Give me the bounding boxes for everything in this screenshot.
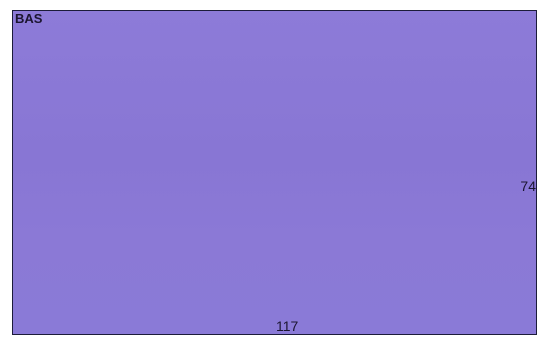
height-dimension-label: 74 bbox=[520, 178, 536, 194]
color-swatch-panel: BAS 74 117 bbox=[12, 10, 537, 335]
corner-label: BAS bbox=[15, 11, 43, 26]
width-dimension-label: 117 bbox=[276, 318, 299, 334]
